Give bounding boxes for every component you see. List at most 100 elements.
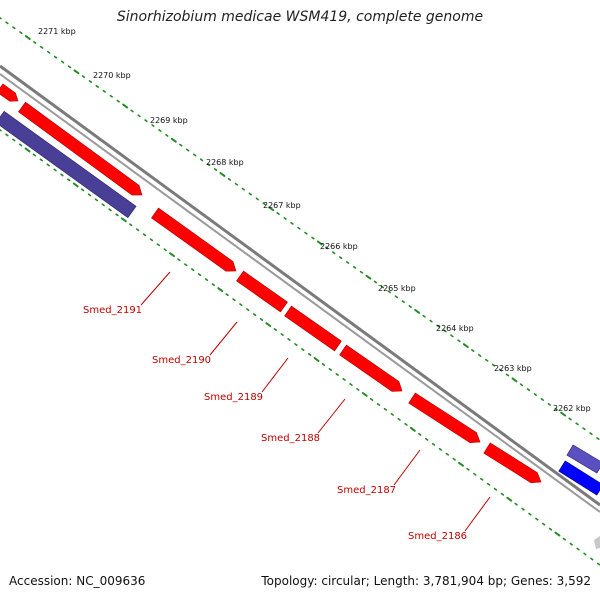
- outer-ruler-dot: [12, 26, 16, 30]
- inner-ruler-dot: [0, 129, 2, 132]
- gene-leader-line: [261, 357, 289, 393]
- gene-arrow-reverse: [566, 444, 600, 474]
- outer-ruler-dot: [102, 89, 106, 93]
- inner-ruler-dot: [204, 278, 209, 282]
- inner-ruler-dot: [5, 133, 9, 137]
- outer-ruler-major-tick: [24, 35, 31, 40]
- outer-ruler-dot: [373, 280, 378, 284]
- inner-ruler-dot: [583, 552, 587, 556]
- outer-ruler-dot: [582, 427, 586, 431]
- outer-ruler-dot: [498, 368, 503, 372]
- inner-ruler-major-tick: [72, 182, 79, 188]
- ruler-tick-label: 2271 kbp: [38, 27, 76, 36]
- inner-ruler-dot: [328, 367, 333, 371]
- inner-ruler-dot: [32, 153, 37, 157]
- gene-arrow-body: [151, 207, 237, 272]
- outer-ruler-dot: [394, 295, 399, 299]
- inner-ruler-dot: [521, 507, 525, 511]
- outer-ruler-dot: [39, 45, 44, 49]
- outer-ruler-dot: [338, 256, 343, 260]
- outer-ruler-dot: [297, 226, 301, 230]
- inner-ruler-dot: [562, 537, 567, 541]
- outer-ruler-dot: [60, 60, 65, 64]
- inner-ruler-dot: [246, 308, 250, 312]
- outer-ruler-dot: [206, 163, 211, 167]
- inner-ruler-dot: [486, 482, 491, 486]
- gene-arrow: [236, 270, 288, 313]
- inner-ruler-major-tick: [458, 461, 464, 467]
- outer-ruler-dot: [234, 182, 239, 186]
- inner-ruler-dot: [493, 487, 498, 491]
- outer-ruler-dot: [179, 143, 183, 147]
- outer-ruler-dot: [227, 177, 232, 181]
- inner-ruler-major-tick: [554, 531, 561, 537]
- inner-ruler-dot: [356, 387, 360, 391]
- inner-ruler-dot: [259, 318, 264, 322]
- inner-ruler-dot: [479, 477, 484, 481]
- outer-ruler-dot: [241, 187, 245, 191]
- inner-ruler-dot: [287, 338, 291, 342]
- backbone: [0, 64, 600, 513]
- inner-ruler-dot: [252, 313, 257, 317]
- outer-ruler-dot: [67, 65, 72, 69]
- inner-ruler-major-tick: [169, 252, 175, 258]
- gene-arrow-body: [18, 101, 143, 196]
- inner-ruler-dot: [548, 527, 553, 531]
- outer-ruler-dot: [165, 133, 169, 137]
- outer-ruler-dot: [443, 329, 447, 333]
- outer-ruler-dot: [193, 153, 197, 157]
- outer-ruler-dot: [491, 363, 496, 367]
- inner-ruler-dot: [156, 243, 160, 247]
- gene-arrow: [339, 344, 403, 392]
- outer-ruler-dot: [533, 393, 538, 397]
- inner-ruler-major-tick: [120, 217, 127, 223]
- outer-ruler-dot: [589, 432, 593, 436]
- inner-ruler-dot: [535, 517, 539, 521]
- outer-ruler-dot: [262, 202, 266, 206]
- outer-ruler-major-tick: [122, 103, 129, 109]
- inner-ruler-dot: [60, 173, 64, 177]
- inner-ruler-major-tick: [506, 496, 513, 502]
- outer-ruler-dot: [46, 50, 51, 54]
- inner-ruler-dot: [424, 437, 429, 441]
- inner-ruler-dot: [273, 328, 278, 332]
- outer-ruler-dot: [283, 217, 287, 220]
- outer-ruler-dot: [151, 124, 155, 127]
- outer-ruler-major-tick: [462, 343, 469, 348]
- inner-ruler-major-tick: [410, 426, 416, 432]
- outer-ruler-dot: [255, 197, 259, 201]
- gene-arrow: [0, 83, 19, 102]
- outer-ruler-dot: [213, 168, 218, 171]
- gene-arrow: [408, 392, 481, 444]
- inner-ruler-dot: [108, 208, 112, 212]
- inner-ruler-dot: [438, 447, 443, 451]
- outer-ruler-dot: [575, 422, 579, 426]
- inner-ruler-dot: [390, 412, 394, 416]
- gene-label: Smed_2187: [337, 485, 396, 496]
- inner-ruler-dot: [163, 248, 167, 252]
- ruler-tick-label: 2266 kbp: [320, 242, 358, 251]
- outer-ruler-dot: [311, 236, 315, 240]
- outer-ruler-dot: [290, 221, 294, 225]
- inner-ruler-dot: [87, 193, 92, 197]
- inner-ruler-dot: [596, 562, 600, 566]
- inner-ruler-dot: [514, 502, 518, 506]
- inner-ruler-dot: [177, 258, 181, 262]
- outer-ruler-dot: [554, 407, 558, 411]
- ruler-tick-label: 2262 kbp: [553, 404, 591, 413]
- inner-ruler-dot: [349, 382, 353, 386]
- gene-leader-line: [393, 449, 421, 486]
- outer-ruler-dot: [95, 85, 99, 88]
- inner-ruler-dot: [466, 467, 470, 471]
- inner-ruler-dot: [404, 422, 408, 426]
- inner-ruler-dot: [225, 293, 229, 297]
- features: [0, 83, 600, 549]
- tick-labels: 2271 kbp 2270 kbp 2269 kbp 2268 kbp 2267 kbp…: [38, 27, 591, 413]
- gene-arrow-reverse: [558, 460, 600, 496]
- outer-ruler-dot: [429, 319, 433, 323]
- gene-arrow-reverse-body: [566, 444, 600, 474]
- inner-ruler-dot: [149, 238, 154, 242]
- gene-leader-line: [464, 496, 491, 532]
- outer-ruler-dot: [331, 251, 336, 255]
